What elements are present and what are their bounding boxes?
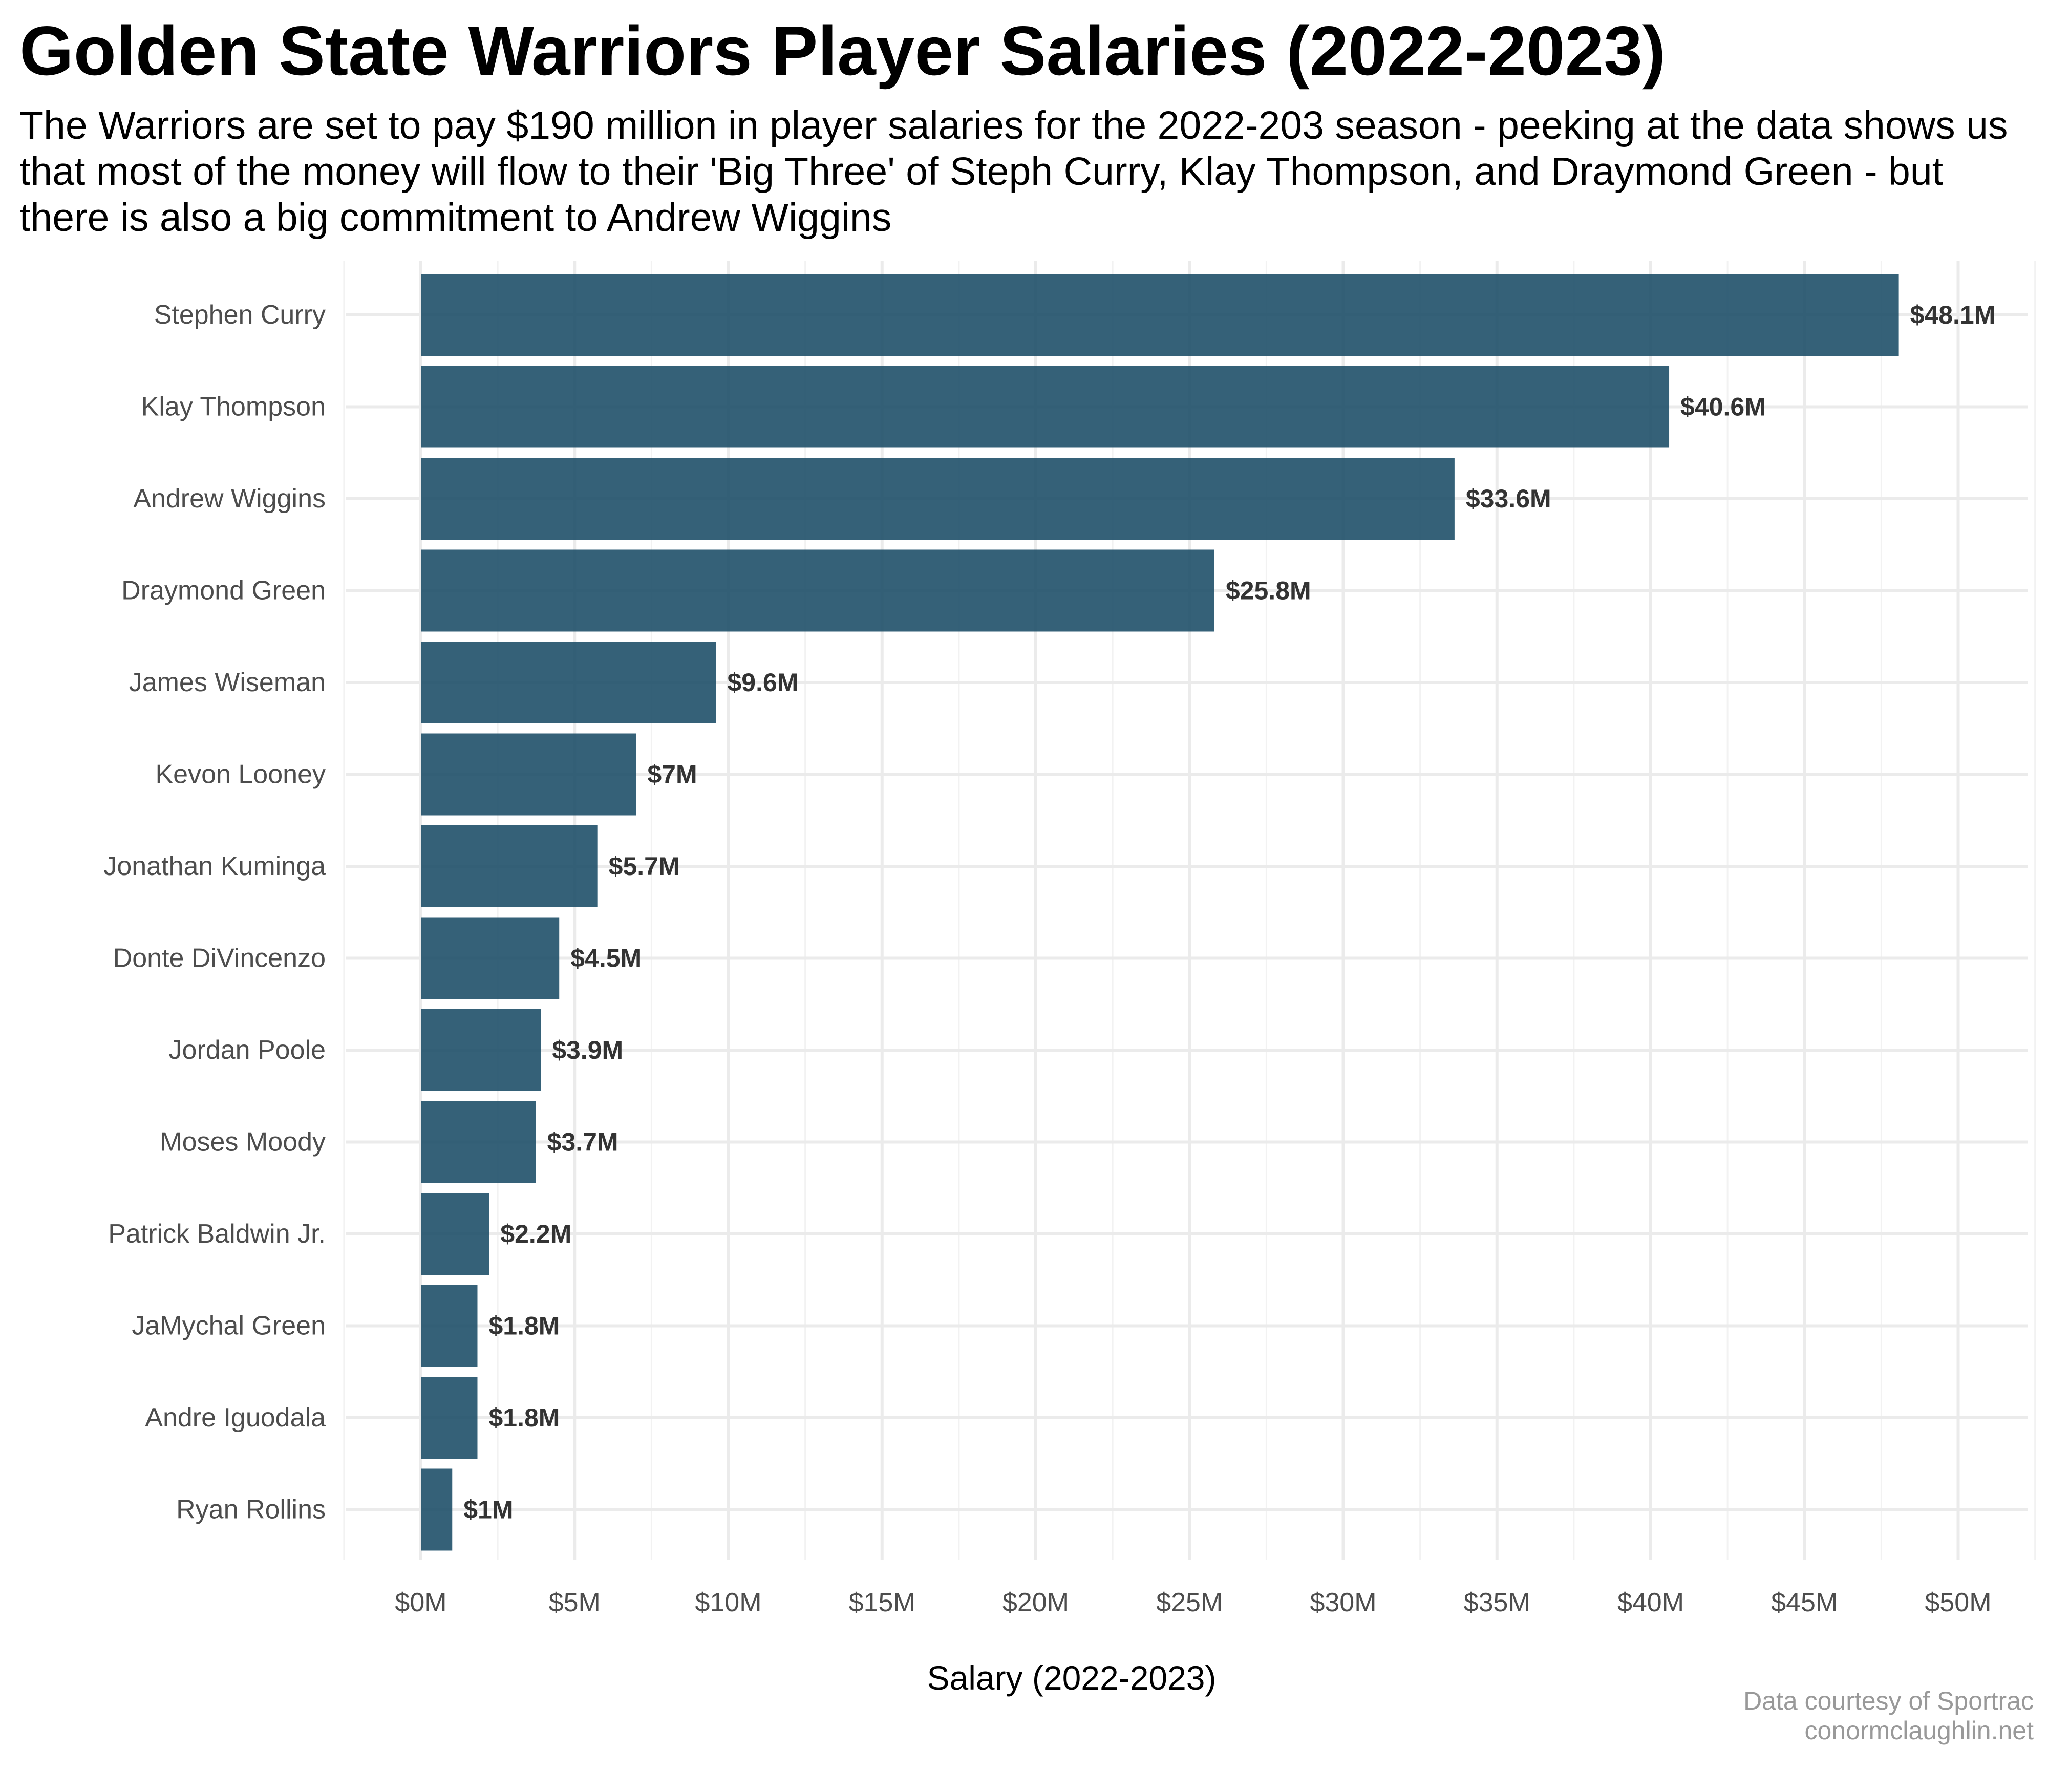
x-tick-label: $20M	[1002, 1588, 1069, 1617]
data-label-draymond-green: $25.8M	[1226, 577, 1311, 605]
data-label-jonathan-kuminga: $5.7M	[609, 852, 680, 881]
y-axis-tick-labels: Stephen Curry Klay Thompson Andrew Wiggins…	[103, 300, 326, 1525]
bar-donte-divincenzo	[421, 917, 560, 999]
x-tick-label: $0M	[395, 1588, 446, 1617]
data-label-moses-moody: $3.7M	[547, 1128, 618, 1157]
y-tick-label: Patrick Baldwin Jr.	[108, 1219, 326, 1249]
data-label-jamychal-green: $1.8M	[488, 1312, 560, 1340]
y-tick-label: Andre Iguodala	[145, 1403, 326, 1433]
bar-james-wiseman	[421, 642, 716, 723]
data-labels: $48.1M $40.6M $33.6M $25.8M $9.6M $7M $5.7M $4.…	[463, 301, 1995, 1524]
x-tick-label: $40M	[1617, 1588, 1684, 1617]
y-tick-label: Jonathan Kuminga	[103, 851, 326, 881]
data-label-james-wiseman: $9.6M	[727, 668, 798, 697]
x-tick-label: $5M	[549, 1588, 601, 1617]
data-label-andrew-wiggins: $33.6M	[1466, 484, 1551, 513]
x-tick-label: $35M	[1464, 1588, 1530, 1617]
chart-title: Golden State Warriors Player Salaries (2…	[19, 12, 1666, 90]
y-tick-label: Draymond Green	[121, 576, 326, 606]
data-label-ryan-rollins: $1M	[463, 1496, 513, 1524]
grid-lines	[343, 261, 2036, 1560]
x-tick-label: $15M	[849, 1588, 915, 1617]
caption-site: conormclaughlin.net	[1804, 1716, 2034, 1745]
data-label-patrick-baldwin-jr: $2.2M	[500, 1220, 571, 1248]
y-tick-label: Ryan Rollins	[176, 1495, 326, 1525]
y-tick-label: Donte DiVincenzo	[113, 944, 326, 973]
data-label-stephen-curry: $48.1M	[1910, 301, 1996, 329]
bar-stephen-curry	[421, 274, 1899, 356]
caption: Data courtesy of Sportrac conormclaughli…	[1743, 1686, 2034, 1745]
data-label-donte-divincenzo: $4.5M	[570, 944, 642, 973]
y-tick-label: Moses Moody	[160, 1127, 326, 1157]
chart-subtitle: The Warriors are set to pay $190 million…	[19, 103, 2008, 240]
x-tick-label: $50M	[1925, 1588, 1991, 1617]
x-axis-tick-labels: $0M $5M $10M $15M $20M $25M $30M $35M $40M $45M $5…	[395, 1588, 1991, 1617]
y-tick-label: Andrew Wiggins	[133, 484, 326, 514]
y-tick-label: Jordan Poole	[169, 1035, 326, 1065]
data-label-kevon-looney: $7M	[647, 760, 697, 789]
bar-moses-moody	[421, 1101, 536, 1183]
bars	[421, 274, 1899, 1551]
caption-source: Data courtesy of Sportrac	[1743, 1687, 2034, 1715]
data-label-klay-thompson: $40.6M	[1680, 393, 1766, 421]
bar-jamychal-green	[421, 1285, 478, 1367]
bar-jordan-poole	[421, 1009, 541, 1091]
x-tick-label: $25M	[1156, 1588, 1223, 1617]
x-tick-label: $30M	[1310, 1588, 1376, 1617]
x-axis-title: Salary (2022-2023)	[927, 1659, 1217, 1697]
bar-kevon-looney	[421, 733, 636, 816]
bar-andre-iguodala	[421, 1377, 478, 1459]
y-tick-label: Kevon Looney	[156, 760, 326, 790]
bar-jonathan-kuminga	[421, 825, 598, 907]
y-tick-label: Klay Thompson	[141, 392, 326, 422]
y-tick-label: James Wiseman	[129, 668, 326, 697]
bar-klay-thompson	[421, 366, 1670, 448]
y-tick-label: Stephen Curry	[154, 300, 326, 330]
bar-andrew-wiggins	[421, 458, 1455, 540]
y-tick-label: JaMychal Green	[132, 1311, 326, 1341]
x-tick-label: $10M	[695, 1588, 761, 1617]
bar-ryan-rollins	[421, 1468, 453, 1551]
bar-patrick-baldwin-jr	[421, 1193, 489, 1275]
data-label-andre-iguodala: $1.8M	[488, 1403, 560, 1432]
bar-draymond-green	[421, 549, 1214, 632]
x-tick-label: $45M	[1771, 1588, 1838, 1617]
data-label-jordan-poole: $3.9M	[552, 1036, 623, 1064]
